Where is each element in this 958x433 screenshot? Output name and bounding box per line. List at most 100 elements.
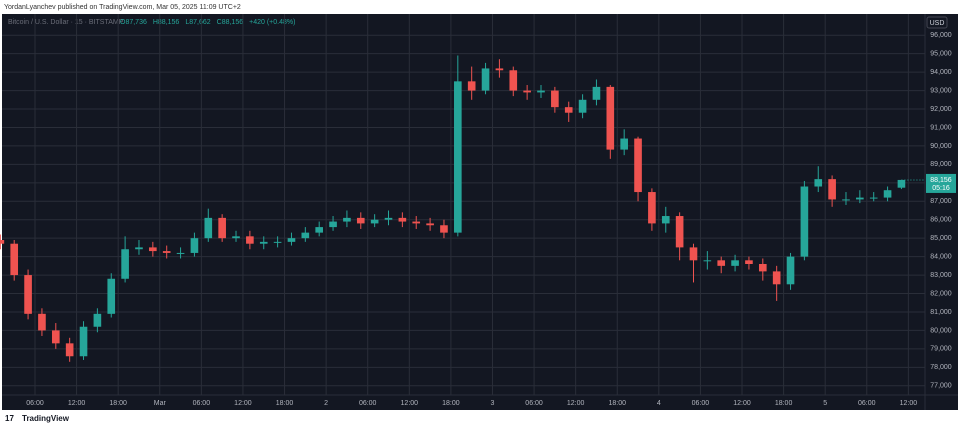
candle-body — [537, 90, 545, 93]
x-tick-label: 06:00 — [359, 400, 377, 407]
y-tick-label: 93,000 — [930, 87, 952, 94]
candle-body — [218, 217, 226, 239]
candle-body — [454, 81, 462, 233]
legend-value: L87,662 — [185, 19, 210, 26]
candle-body — [620, 138, 628, 150]
x-tick-label: 3 — [491, 400, 495, 407]
candle-body — [689, 247, 698, 261]
legend-value: H88,156 — [153, 19, 180, 26]
brand: TradingView — [22, 414, 70, 423]
candle-body — [204, 217, 213, 239]
x-tick-label: 18:00 — [608, 400, 626, 407]
candle-body — [856, 197, 864, 200]
candle-body — [869, 197, 878, 199]
candle-body — [758, 264, 767, 272]
currency-box — [926, 16, 948, 29]
candle-body — [731, 260, 739, 266]
chart-bg — [2, 14, 958, 410]
x-tick-label: Mar — [154, 400, 167, 407]
last-price-label: 88,156 — [930, 177, 952, 184]
candle-body — [149, 247, 157, 252]
candle-body — [287, 238, 296, 242]
y-tick-label: 96,000 — [930, 32, 952, 39]
x-tick-label: 2 — [324, 400, 328, 407]
candle-body — [190, 238, 199, 253]
countdown: 05:16 — [932, 185, 950, 192]
candle-body — [578, 99, 587, 113]
candle-body — [883, 190, 892, 198]
candle-body — [301, 232, 310, 239]
y-tick-label: 78,000 — [930, 364, 952, 371]
candle-body — [315, 227, 324, 233]
candle-body — [592, 86, 601, 100]
x-tick-label: 06:00 — [692, 400, 710, 407]
y-tick-label: 83,000 — [930, 272, 952, 279]
legend-value: +420 (+0.48%) — [249, 19, 295, 26]
currency: USD — [930, 20, 945, 27]
candle-body — [703, 260, 712, 262]
candle-body — [398, 217, 407, 222]
candle-body — [495, 68, 504, 71]
x-tick-label: 5 — [823, 400, 827, 407]
candle-body — [842, 199, 850, 201]
candle-body — [329, 221, 337, 228]
y-tick-label: 82,000 — [930, 290, 952, 297]
y-tick-label: 92,000 — [930, 106, 952, 113]
brand-logo: 17 — [5, 414, 14, 423]
candle-body — [772, 271, 781, 285]
candle-body — [634, 138, 642, 193]
x-tick-label: 4 — [657, 400, 661, 407]
candle-body — [564, 107, 573, 113]
last-price-box — [926, 173, 956, 193]
x-tick-label: 18:00 — [276, 400, 294, 407]
candle-body — [384, 217, 393, 220]
candle-body — [509, 70, 518, 91]
candle-body — [467, 81, 476, 91]
legend-value: C88,156 — [217, 19, 244, 26]
candle-body — [51, 330, 60, 344]
y-tick-label: 91,000 — [930, 124, 952, 131]
candle-body — [121, 249, 129, 279]
x-tick-label: 12:00 — [900, 400, 918, 407]
candle-body — [814, 179, 823, 187]
y-tick-label: 87,000 — [930, 198, 952, 205]
candle-body — [426, 223, 434, 226]
y-tick-label: 84,000 — [930, 253, 952, 260]
y-tick-label: 90,000 — [930, 143, 952, 150]
y-tick-label: 89,000 — [930, 161, 952, 168]
candle-body — [523, 90, 531, 93]
candle-body — [786, 256, 795, 285]
candle-body — [412, 221, 421, 224]
candle-body — [828, 179, 836, 200]
candle-body — [897, 179, 906, 188]
candle-body — [800, 186, 809, 257]
candle-body — [65, 343, 74, 357]
candle-body — [24, 275, 32, 314]
published-line: YordanLyanchev published on TradingView.… — [4, 4, 241, 11]
x-tick-label: 12:00 — [401, 400, 419, 407]
ohlc-legend: O87,736 H88,156 L87,662 C88,156 +420 (+0.48%… — [120, 19, 295, 26]
candle-body — [356, 217, 365, 224]
candle-body — [176, 252, 185, 254]
x-tick-label: 06:00 — [858, 400, 876, 407]
x-tick-label: 12:00 — [567, 400, 585, 407]
x-tick-label: 12:00 — [68, 400, 86, 407]
y-tick-label: 85,000 — [930, 235, 952, 242]
plot — [0, 14, 925, 395]
y-tick-label: 79,000 — [930, 346, 952, 353]
x-tick-label: 18:00 — [775, 400, 793, 407]
candle-body — [440, 225, 448, 233]
y-tick-label: 94,000 — [930, 69, 952, 76]
candle-body — [246, 236, 254, 244]
x-tick-label: 12:00 — [234, 400, 252, 407]
candle-body — [10, 243, 19, 276]
candle-body — [107, 278, 116, 314]
candle-body — [93, 313, 102, 327]
legend-value: O87,736 — [120, 19, 147, 26]
candle-body — [606, 86, 615, 150]
y-tick-label: 80,000 — [930, 327, 952, 334]
candle-body — [343, 217, 351, 222]
x-tick-label: 06:00 — [193, 400, 211, 407]
